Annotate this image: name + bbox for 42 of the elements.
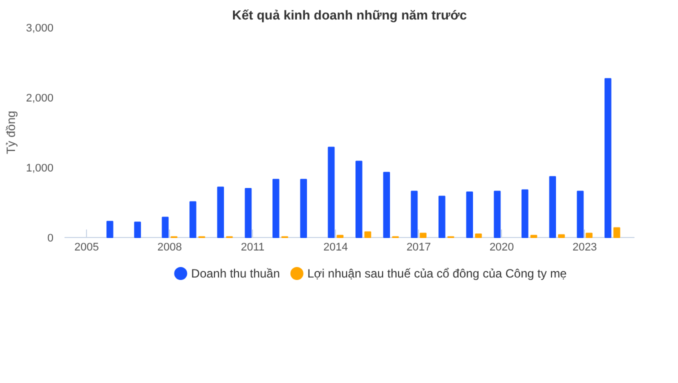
y-tick-label: 2,000 <box>26 92 54 104</box>
bar <box>576 190 584 238</box>
bar <box>162 216 169 238</box>
bar <box>604 78 612 238</box>
x-tick-label: 2011 <box>240 242 264 254</box>
bar <box>383 172 390 238</box>
x-tick-label: 2014 <box>323 242 348 254</box>
x-tick-label: 2017 <box>406 242 431 254</box>
y-tick-label: 0 <box>47 232 54 244</box>
bar <box>475 234 482 238</box>
bar <box>328 146 335 238</box>
y-tick-label: 1,000 <box>26 162 54 174</box>
bar <box>466 192 473 238</box>
bar <box>364 231 372 238</box>
legend-label: Lợi nhuận sau thuế của cổ đông của Công ty mẹ <box>307 266 568 280</box>
bar <box>244 188 252 238</box>
y-tick-label: 3,000 <box>26 22 54 34</box>
chart-title: Kết quả kinh doanh những năm trước <box>232 8 467 22</box>
x-tick-label: 2020 <box>489 242 514 254</box>
bar <box>217 186 224 238</box>
bar <box>530 234 538 238</box>
legend-label: Doanh thu thuần <box>191 266 280 280</box>
y-axis-title: Tỷ đồng <box>4 110 18 154</box>
bar <box>494 190 501 238</box>
bar <box>356 160 362 238</box>
bar <box>586 232 593 238</box>
bar <box>272 178 280 238</box>
bar <box>134 222 141 238</box>
bar <box>106 220 114 238</box>
bar <box>558 234 565 238</box>
bar <box>549 176 556 238</box>
x-tick-label: 2008 <box>157 242 182 254</box>
bar <box>189 201 196 238</box>
bar <box>336 234 344 238</box>
bar <box>300 178 307 238</box>
bar <box>613 227 620 238</box>
bar <box>522 189 528 238</box>
bar <box>420 232 427 238</box>
bar <box>438 196 446 238</box>
bar <box>410 190 418 238</box>
x-tick-label: 2005 <box>74 242 99 254</box>
x-tick-label: 2023 <box>572 242 597 254</box>
